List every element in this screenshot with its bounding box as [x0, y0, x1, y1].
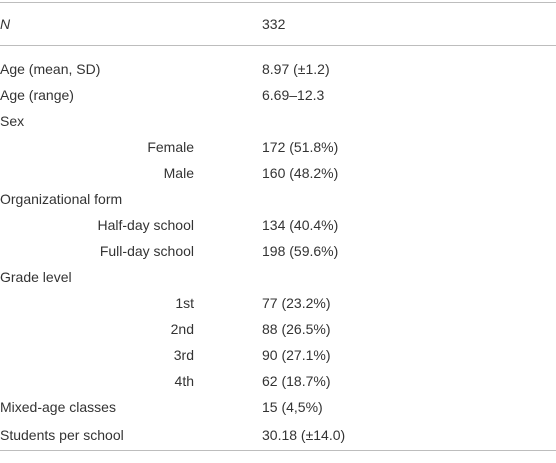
row-value: 160 (48.2%)	[262, 165, 339, 181]
header-cell: 332	[262, 2, 556, 46]
row-value: 172 (51.8%)	[262, 139, 339, 155]
row-value: 62 (18.7%)	[262, 373, 331, 389]
row-label: Female	[147, 139, 194, 155]
row-label: Mixed-age classes	[0, 399, 116, 415]
row-value: 8.97 (±1.2)	[262, 61, 330, 77]
table-row: Female 172 (51.8%)	[0, 134, 556, 160]
header-cell: N	[0, 16, 11, 32]
row-label: Male	[163, 165, 194, 181]
table-row: Sex	[0, 108, 556, 134]
row-value: 198 (59.6%)	[262, 243, 339, 259]
row-value: 77 (23.2%)	[262, 295, 331, 311]
row-value: 30.18 (±14.0)	[262, 420, 556, 451]
table-row: Male 160 (48.2%)	[0, 160, 556, 186]
table-row: 4th 62 (18.7%)	[0, 368, 556, 394]
row-label: 2nd	[170, 321, 194, 337]
table-row: Age (mean, SD) 8.97 (±1.2)	[0, 56, 556, 82]
table-row: Grade level	[0, 264, 556, 290]
table-row: Organizational form	[0, 186, 556, 212]
row-label: Organizational form	[0, 191, 123, 207]
row-value: 134 (40.4%)	[262, 217, 339, 233]
header-row: N 332	[0, 2, 556, 46]
demographics-table: N 332 Age (mean, SD) 8.97 (±1.2) Age (rang…	[0, 2, 556, 451]
row-label: Sex	[0, 113, 25, 129]
table-row: Age (range) 6.69–12.3	[0, 82, 556, 108]
table-row: 1st 77 (23.2%)	[0, 290, 556, 316]
table-row: Full-day school 198 (59.6%)	[0, 238, 556, 264]
row-label: Students per school	[0, 427, 124, 443]
row-label: Half-day school	[97, 217, 195, 233]
row-label: Age (mean, SD)	[0, 61, 101, 77]
row-label: Full-day school	[99, 243, 194, 259]
row-value: 6.69–12.3	[262, 87, 325, 103]
table-row: Students per school 30.18 (±14.0)	[0, 420, 556, 451]
table-body: N 332 Age (mean, SD) 8.97 (±1.2) Age (rang…	[0, 2, 556, 451]
table-row: 2nd 88 (26.5%)	[0, 316, 556, 342]
row-label: Grade level	[0, 269, 72, 285]
row-label: Age (range)	[0, 87, 74, 103]
row-value: 15 (4,5%)	[262, 399, 323, 415]
row-label: 1st	[175, 295, 194, 311]
row-value: 90 (27.1%)	[262, 347, 331, 363]
table-row: Mixed-age classes 15 (4,5%)	[0, 394, 556, 420]
row-label: 3rd	[173, 347, 194, 363]
row-value: 88 (26.5%)	[262, 321, 331, 337]
table-row: Half-day school 134 (40.4%)	[0, 212, 556, 238]
table-row: 3rd 90 (27.1%)	[0, 342, 556, 368]
row-label: 4th	[174, 373, 194, 389]
